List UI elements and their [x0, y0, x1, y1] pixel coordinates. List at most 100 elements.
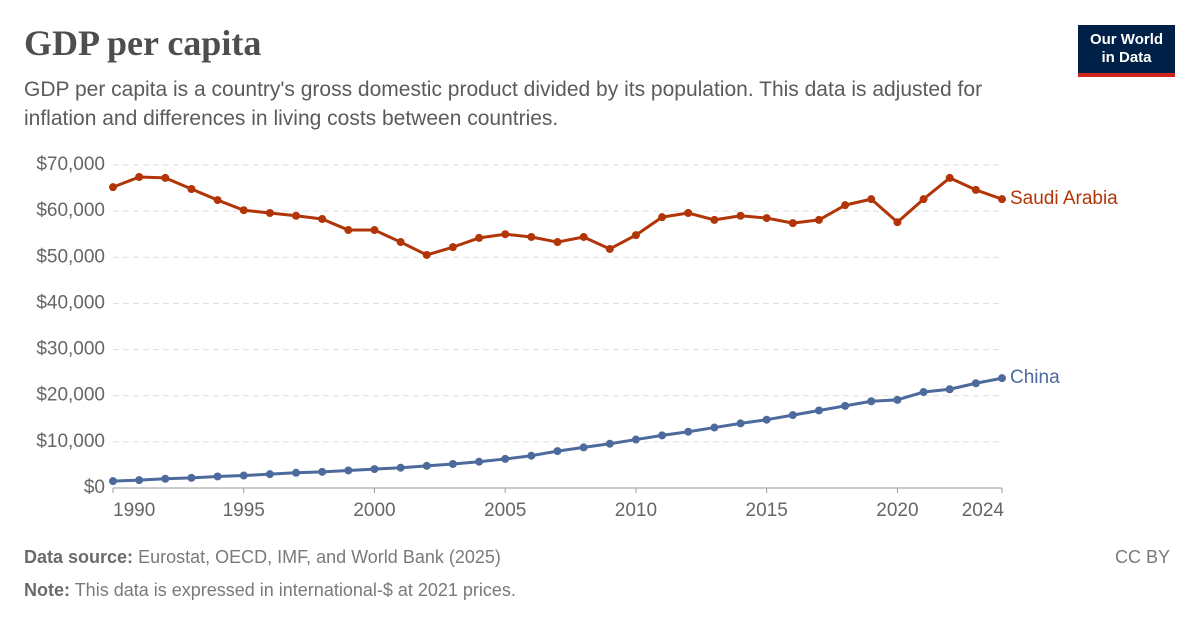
point [161, 173, 170, 182]
point [239, 471, 248, 480]
point [579, 443, 588, 452]
y-tick-label: $60,000 [36, 200, 105, 221]
point [762, 214, 771, 223]
point [239, 206, 248, 215]
point [788, 219, 797, 228]
logo[interactable]: Our World in Data [1078, 25, 1175, 77]
point [814, 215, 823, 224]
license[interactable]: CC BY [1114, 547, 1170, 567]
point [762, 415, 771, 424]
point [527, 232, 536, 241]
x-tick-label: 2000 [353, 500, 395, 521]
point [971, 185, 980, 194]
point [579, 232, 588, 241]
point [187, 184, 196, 193]
x-tick-label: 1995 [223, 500, 265, 521]
point [396, 463, 405, 472]
point [736, 211, 745, 220]
x-tick-label: 2005 [484, 500, 526, 521]
source: Data source: Eurostat, OECD, IMF, and Wo… [24, 547, 501, 568]
point [710, 215, 719, 224]
series-label: China [1010, 367, 1060, 388]
point [396, 238, 405, 247]
point [422, 250, 431, 259]
point [344, 226, 353, 235]
source-label: Data source: [24, 547, 134, 567]
logo-line: in Data [1101, 49, 1152, 66]
y-tick-label: $30,000 [36, 339, 105, 360]
y-tick-label: $10,000 [36, 431, 105, 452]
point [893, 218, 902, 227]
point [658, 431, 667, 440]
series-line [112, 376, 1003, 483]
note-label: Note: [24, 580, 70, 600]
point [135, 476, 144, 485]
point [788, 411, 797, 420]
point [109, 477, 117, 486]
point [370, 465, 379, 474]
logo-line: Our World [1089, 31, 1164, 48]
point [318, 467, 327, 476]
point [919, 195, 928, 204]
y-tick-label: $20,000 [36, 385, 105, 406]
point [605, 244, 614, 253]
point [814, 406, 823, 415]
point [736, 419, 745, 428]
point [292, 468, 301, 477]
point [945, 385, 954, 394]
point [658, 213, 667, 222]
point [475, 457, 484, 466]
y-tick-label: $0 [84, 477, 105, 498]
point [161, 474, 170, 483]
point [841, 201, 850, 210]
x-tick-label: 2020 [876, 500, 918, 521]
x-tick-label: 2010 [615, 500, 657, 521]
point [344, 466, 353, 475]
point [553, 447, 562, 456]
point [684, 208, 693, 217]
point [213, 196, 222, 205]
point [605, 439, 614, 448]
point [213, 472, 222, 481]
point [553, 238, 562, 247]
point [631, 231, 640, 240]
point [841, 401, 850, 410]
point [527, 451, 536, 460]
point [501, 454, 510, 463]
point [710, 423, 719, 432]
note-text: This data is expressed in international-… [74, 580, 516, 600]
point [867, 397, 876, 406]
point [867, 195, 876, 204]
point [893, 395, 902, 404]
x-tick-label: 2015 [746, 500, 788, 521]
point [631, 435, 640, 444]
point [998, 195, 1006, 204]
point [971, 379, 980, 388]
y-tick-label: $50,000 [36, 246, 105, 267]
y-tick-label: $70,000 [36, 154, 105, 175]
point [265, 208, 274, 217]
point [318, 214, 327, 223]
point [684, 427, 693, 436]
x-tick-label: 1990 [113, 500, 155, 521]
point [292, 211, 301, 220]
point [109, 183, 117, 192]
source-text: Eurostat, OECD, IMF, and World Bank (202… [138, 547, 501, 567]
point [919, 388, 928, 397]
point [370, 226, 379, 235]
x-tick-label: 2024 [962, 500, 1005, 521]
point [187, 473, 196, 482]
point [422, 461, 431, 470]
point [265, 470, 274, 479]
point [475, 233, 484, 242]
point [135, 172, 144, 181]
note: Note: This data is expressed in internat… [24, 580, 516, 601]
point [448, 243, 457, 252]
point [998, 374, 1006, 383]
point [501, 230, 510, 239]
chart-title: GDP per capita [24, 23, 262, 63]
point [945, 173, 954, 182]
subtitle: GDP per capita is a country's gross dome… [24, 78, 983, 130]
